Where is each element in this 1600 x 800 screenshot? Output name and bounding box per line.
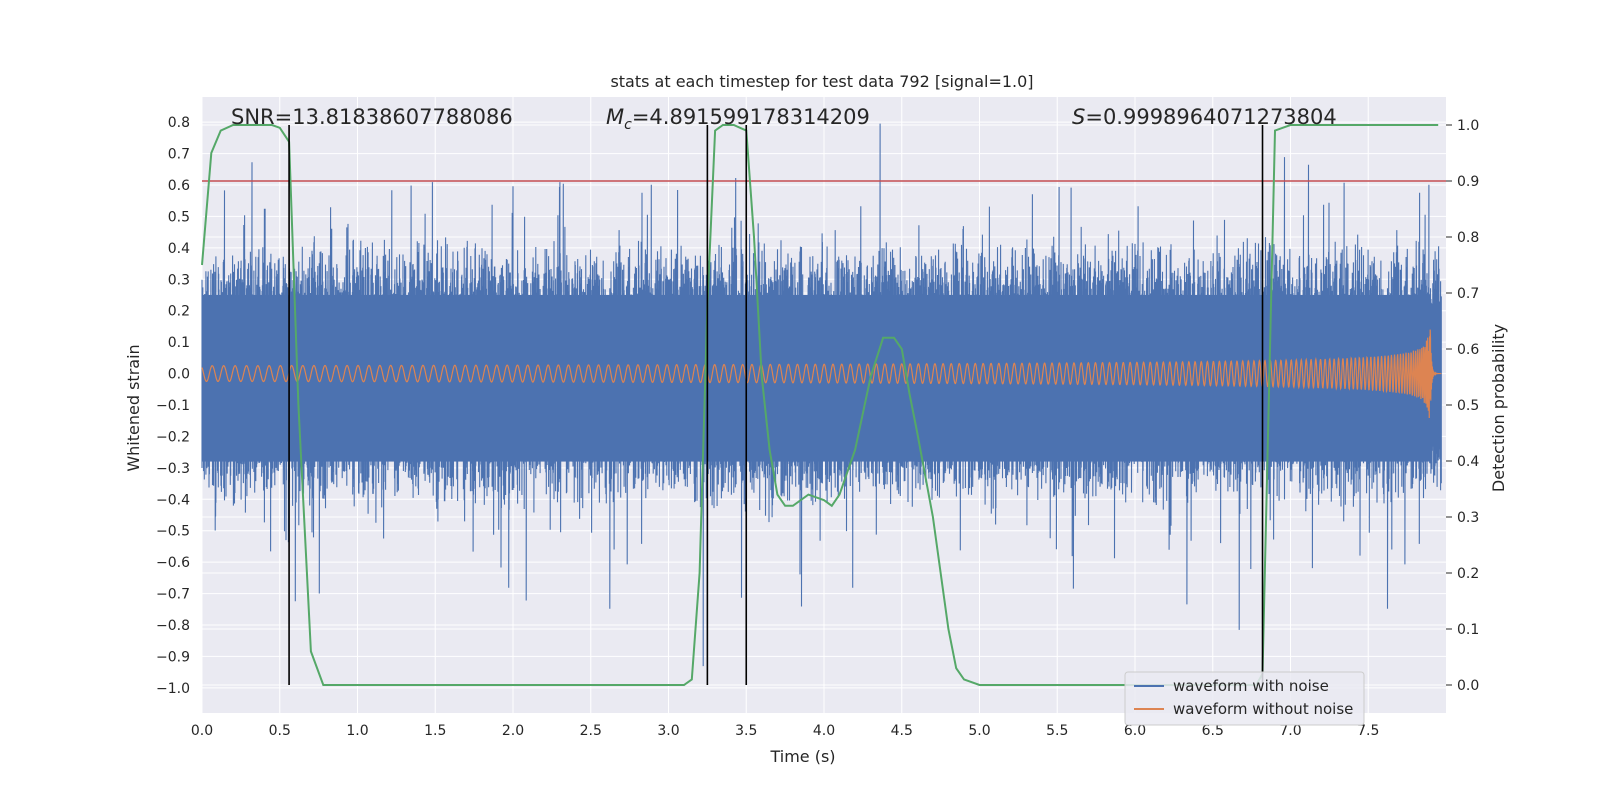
y-right-tick-label: 0.5	[1457, 398, 1479, 414]
y-right-axis-ticks: 1.0 0.9 0.8 0.7 0.6 0.5 0.4 0.3 0.2 0.1 0.0	[1446, 118, 1479, 694]
y-right-tick-label: 1.0	[1457, 118, 1479, 134]
legend-label-clean: waveform without noise	[1173, 700, 1353, 718]
legend-label-noisy: waveform with noise	[1173, 677, 1329, 695]
y-left-tick-label: 0.4	[168, 241, 190, 257]
x-tick-label: 1.0	[346, 723, 368, 739]
legend-box	[1124, 671, 1365, 726]
x-tick-label: 5.0	[968, 723, 990, 739]
vertical-markers	[288, 125, 1264, 685]
detection-score-symbol: S	[1072, 105, 1085, 129]
y-right-tick-label: 0.9	[1457, 174, 1479, 190]
y-left-tick-label: −0.2	[156, 429, 190, 445]
y-left-tick-label: −0.3	[156, 461, 190, 477]
x-tick-label: 4.0	[813, 723, 835, 739]
y-left-axis-ticks: 0.8 0.7 0.6 0.5 0.4 0.3 0.2 0.1 0.0 −0.1 −0.2 −0.3 −…	[156, 115, 190, 697]
x-tick-label: 3.5	[735, 723, 757, 739]
y-left-tick-label: −0.7	[156, 587, 190, 603]
y-left-tick-label: 0.1	[168, 335, 190, 351]
x-tick-label: 4.5	[891, 723, 913, 739]
y-left-tick-label: −0.8	[156, 618, 190, 634]
y-right-tick-label: 0.0	[1457, 678, 1479, 694]
y-right-tick-label: 0.4	[1457, 454, 1479, 470]
y-right-tick-label: 0.7	[1457, 286, 1479, 302]
y-left-tick-label: 0.3	[168, 272, 190, 288]
y-left-axis-label: Whitened strain	[124, 344, 143, 471]
y-left-tick-label: 0.6	[168, 178, 190, 194]
waveform-without-noise-series	[201, 329, 1442, 418]
chart-title: stats at each timestep for test data 792…	[610, 72, 1033, 91]
x-tick-label: 2.0	[502, 723, 524, 739]
detection-probability-series	[201, 124, 1439, 686]
detection-probability-line	[201, 124, 1439, 686]
x-tick-label: 2.5	[580, 723, 602, 739]
y-left-tick-label: 0.0	[168, 367, 190, 383]
y-right-tick-label: 0.6	[1457, 342, 1479, 358]
legend: waveform with noise waveform without noi…	[1124, 671, 1365, 726]
chirp-mass-value: =4.891599178314209	[632, 105, 870, 129]
y-right-axis-label: Detection probability	[1489, 324, 1508, 492]
y-left-tick-label: −0.1	[156, 398, 190, 414]
x-tick-label: 0.5	[269, 723, 291, 739]
y-left-tick-label: 0.2	[168, 304, 190, 320]
y-left-tick-label: −0.4	[156, 492, 190, 508]
noisy-waveform-core	[202, 295, 1431, 462]
chirp-mass-symbol: M	[606, 105, 624, 129]
snr-stat: SNR=13.81838607788086	[231, 105, 513, 129]
y-left-tick-label: 0.5	[168, 209, 190, 225]
x-axis-ticks: 0.0 0.5 1.0 1.5 2.0 2.5 3.0 3.5 4.0 4.5 5.0 5.5 6.0 6…	[191, 723, 1380, 739]
x-tick-label: 7.5	[1357, 723, 1379, 739]
y-left-tick-label: −1.0	[156, 681, 190, 697]
waveform-with-noise-series	[201, 123, 1442, 667]
x-tick-label: 1.5	[424, 723, 446, 739]
x-tick-label: 5.5	[1046, 723, 1068, 739]
chirp-mass-stat: Mc=4.891599178314209	[606, 105, 870, 133]
y-left-tick-label: 0.8	[168, 115, 190, 131]
x-tick-label: 6.5	[1202, 723, 1224, 739]
y-left-tick-label: −0.9	[156, 649, 190, 665]
x-tick-label: 6.0	[1124, 723, 1146, 739]
clean-waveform-line	[201, 329, 1442, 418]
detection-score-stat: S=0.9998964071273804	[1072, 105, 1337, 129]
y-left-tick-label: 0.7	[168, 147, 190, 163]
x-axis-label: Time (s)	[769, 747, 835, 766]
y-right-tick-label: 0.1	[1457, 622, 1479, 638]
x-tick-label: 0.0	[191, 723, 213, 739]
y-right-tick-label: 0.8	[1457, 230, 1479, 246]
y-right-tick-label: 0.2	[1457, 566, 1479, 582]
chirp-mass-subscript: c	[624, 117, 632, 133]
y-right-tick-label: 0.3	[1457, 510, 1479, 526]
y-left-tick-label: −0.6	[156, 555, 190, 571]
x-tick-label: 3.0	[657, 723, 679, 739]
detection-score-value: =0.9998964071273804	[1085, 105, 1336, 129]
x-tick-label: 7.0	[1279, 723, 1301, 739]
y-left-tick-label: −0.5	[156, 524, 190, 540]
